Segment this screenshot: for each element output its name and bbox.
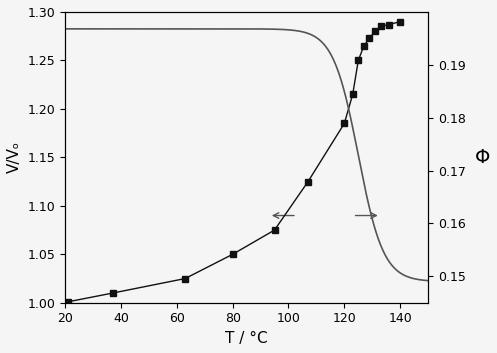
Y-axis label: Φ: Φ xyxy=(475,148,490,167)
Y-axis label: V/Vₒ: V/Vₒ xyxy=(7,141,22,173)
X-axis label: T / °C: T / °C xyxy=(225,331,268,346)
